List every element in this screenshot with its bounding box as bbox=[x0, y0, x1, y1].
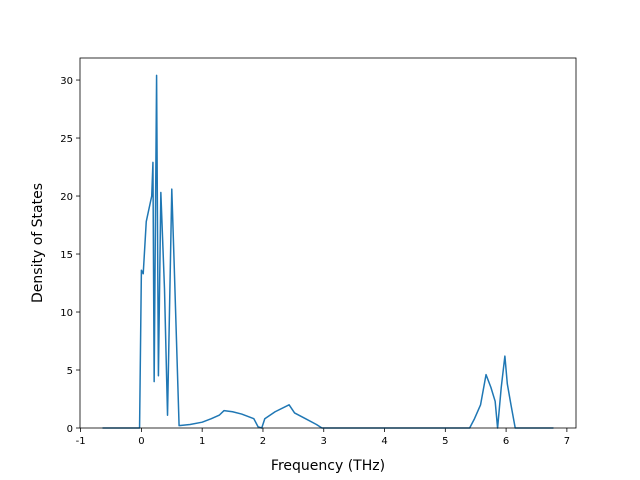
y-tick-label: 25 bbox=[60, 134, 73, 145]
y-tick-label: 15 bbox=[60, 250, 73, 261]
x-axis-label: Frequency (THz) bbox=[271, 458, 385, 474]
data-line bbox=[102, 74, 554, 429]
x-tick-label: 6 bbox=[503, 436, 509, 447]
plot-frame bbox=[79, 57, 577, 429]
x-tick-label: 4 bbox=[381, 436, 387, 447]
y-tick-label: 20 bbox=[60, 192, 73, 203]
x-tick-label: 2 bbox=[260, 436, 266, 447]
y-axis-label: Density of States bbox=[30, 183, 46, 303]
x-tick-label: 7 bbox=[564, 436, 570, 447]
y-tick-label: 10 bbox=[60, 308, 73, 319]
y-tick-label: 0 bbox=[67, 424, 73, 435]
x-tick-label: 0 bbox=[138, 436, 144, 447]
x-tick-label: 1 bbox=[199, 436, 205, 447]
x-tick-label: 3 bbox=[321, 436, 327, 447]
y-tick-label: 30 bbox=[60, 76, 73, 87]
y-tick-label: 5 bbox=[67, 366, 73, 377]
x-tick-label: 5 bbox=[442, 436, 448, 447]
x-tick-label: -1 bbox=[76, 436, 86, 447]
